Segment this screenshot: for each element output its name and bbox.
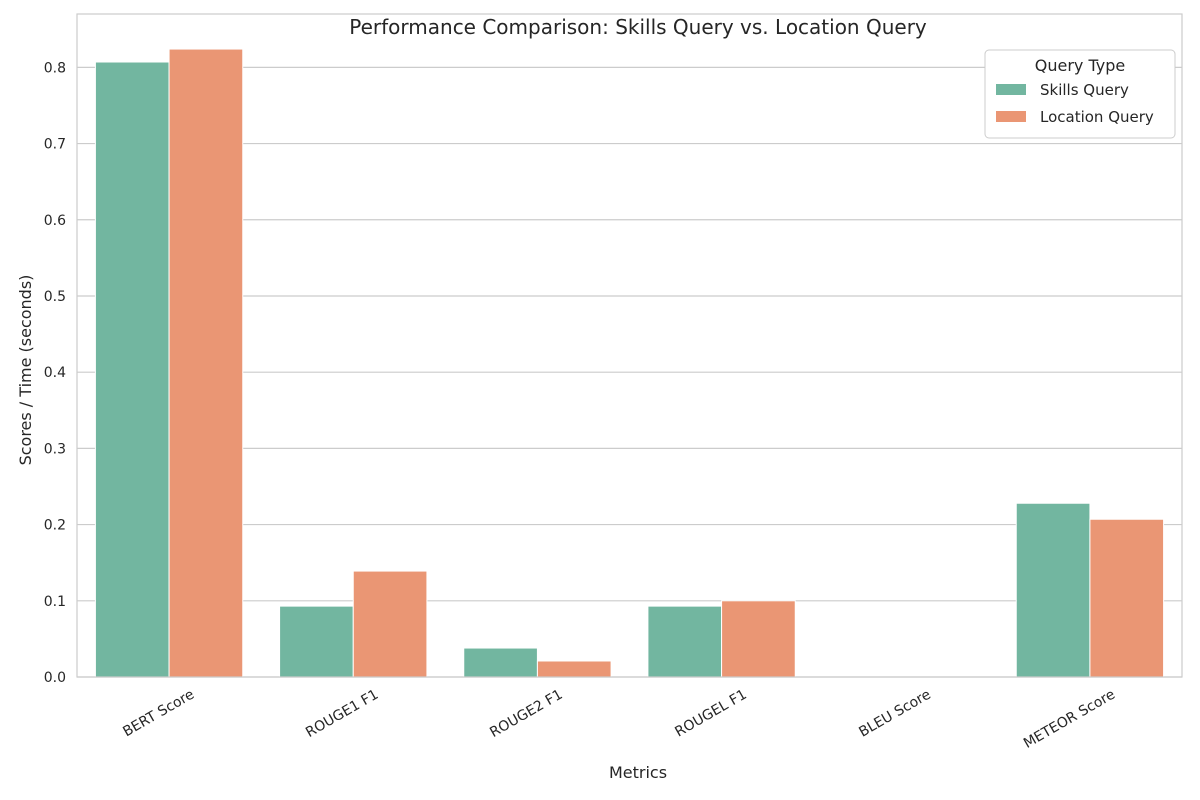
chart-title: Performance Comparison: Skills Query vs.…: [349, 15, 927, 39]
legend-swatch-location: [996, 111, 1026, 122]
bar-skills: [279, 605, 354, 678]
x-tick-label: BLEU Score: [856, 687, 933, 741]
bar-skills: [94, 61, 170, 678]
bar-location: [1089, 518, 1165, 678]
bar-skills: [1015, 502, 1091, 678]
y-tick-label: 0.8: [44, 60, 66, 76]
y-axis-label: Scores / Time (seconds): [16, 275, 35, 466]
legend-label-location: Location Query: [1040, 108, 1154, 126]
bars: [94, 48, 1165, 678]
gridlines: [77, 66, 1182, 678]
y-tick-label: 0.7: [44, 137, 66, 153]
x-tick-labels: BERT Score ROUGE1 F1 ROUGE2 F1 ROUGEL F1 BLE…: [120, 687, 1118, 752]
y-tick-label: 0.3: [44, 441, 66, 457]
x-tick-label: BERT Score: [120, 687, 197, 741]
legend-label-skills: Skills Query: [1040, 81, 1129, 99]
y-tick-labels: 0.0 0.1 0.2 0.3 0.4 0.5 0.6 0.7 0.8: [44, 60, 66, 686]
y-tick-label: 0.4: [44, 365, 66, 381]
y-tick-label: 0.5: [44, 289, 66, 305]
y-tick-label: 0.1: [44, 594, 66, 610]
bar-location: [721, 600, 796, 678]
x-tick-label: METEOR Score: [1021, 687, 1118, 752]
y-tick-label: 0.0: [44, 670, 66, 686]
legend-box: [984, 49, 1176, 139]
x-tick-label: ROUGE1 F1: [303, 687, 381, 741]
bar-location: [352, 570, 428, 678]
legend: Query Type Skills Query Location Query: [984, 49, 1176, 139]
y-tick-label: 0.6: [44, 213, 66, 229]
y-tick-label: 0.2: [44, 518, 66, 534]
bar-location: [168, 48, 244, 678]
plot-frame: [76, 13, 1183, 678]
x-tick-label: ROUGE2 F1: [487, 687, 565, 741]
bar-skills: [647, 605, 723, 678]
legend-swatch-skills: [996, 84, 1026, 95]
bar-skills: [463, 647, 538, 678]
x-tick-label: ROUGEL F1: [672, 687, 749, 741]
x-axis-label: Metrics: [609, 763, 667, 782]
bar-location: [536, 660, 612, 678]
legend-title: Query Type: [1035, 56, 1125, 75]
